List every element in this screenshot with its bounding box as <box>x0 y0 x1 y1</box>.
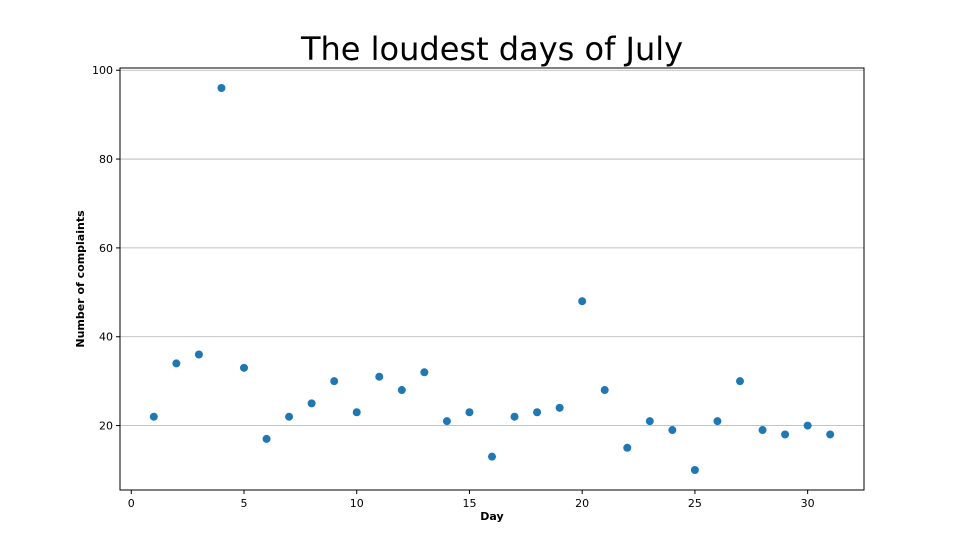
data-point <box>375 372 384 381</box>
y-axis-ticks: 20 40 60 80 100 <box>92 64 120 433</box>
data-point <box>465 408 474 417</box>
data-point <box>510 412 519 421</box>
x-tick-label: 25 <box>688 497 702 510</box>
data-point <box>690 466 699 475</box>
data-point <box>149 412 158 421</box>
data-point <box>758 426 767 435</box>
y-tick-label: 80 <box>99 153 113 166</box>
data-point <box>240 363 248 372</box>
data-point <box>420 368 429 377</box>
data-point <box>172 359 181 368</box>
grid-lines <box>120 69 864 426</box>
data-point <box>781 430 790 439</box>
data-point <box>262 434 271 443</box>
data-point <box>623 443 632 452</box>
data-point <box>736 377 744 386</box>
data-point <box>533 408 542 417</box>
y-tick-label: 60 <box>99 242 113 255</box>
data-point <box>668 426 677 435</box>
data-point <box>330 377 339 386</box>
data-point <box>397 386 406 395</box>
data-point <box>826 430 835 439</box>
x-tick-label: 5 <box>241 497 248 510</box>
x-tick-label: 30 <box>801 497 815 510</box>
data-point <box>578 297 587 306</box>
data-point <box>194 350 203 359</box>
data-point <box>555 403 564 412</box>
x-tick-label: 15 <box>462 497 476 510</box>
data-point <box>600 386 609 395</box>
data-points <box>149 83 835 475</box>
plot-frame <box>119 67 865 491</box>
chart-title: The loudest days of July <box>300 30 683 68</box>
x-tick-label: 10 <box>350 497 364 510</box>
x-axis-label: Day <box>480 510 503 523</box>
data-point <box>645 417 654 426</box>
x-tick-label: 0 <box>128 497 135 510</box>
x-axis-ticks: 0 5 10 15 20 25 30 <box>128 490 815 510</box>
data-point <box>803 421 812 430</box>
y-axis-label: Number of complaints <box>74 210 87 348</box>
data-point <box>442 417 451 426</box>
y-tick-label: 100 <box>92 64 113 77</box>
data-point <box>713 417 722 426</box>
y-tick-label: 40 <box>99 331 113 344</box>
x-tick-label: 20 <box>575 497 589 510</box>
data-point <box>217 83 226 92</box>
data-point <box>488 452 496 461</box>
data-point <box>285 412 294 421</box>
data-point <box>307 399 316 408</box>
data-point <box>352 408 361 417</box>
y-tick-label: 20 <box>99 420 113 433</box>
